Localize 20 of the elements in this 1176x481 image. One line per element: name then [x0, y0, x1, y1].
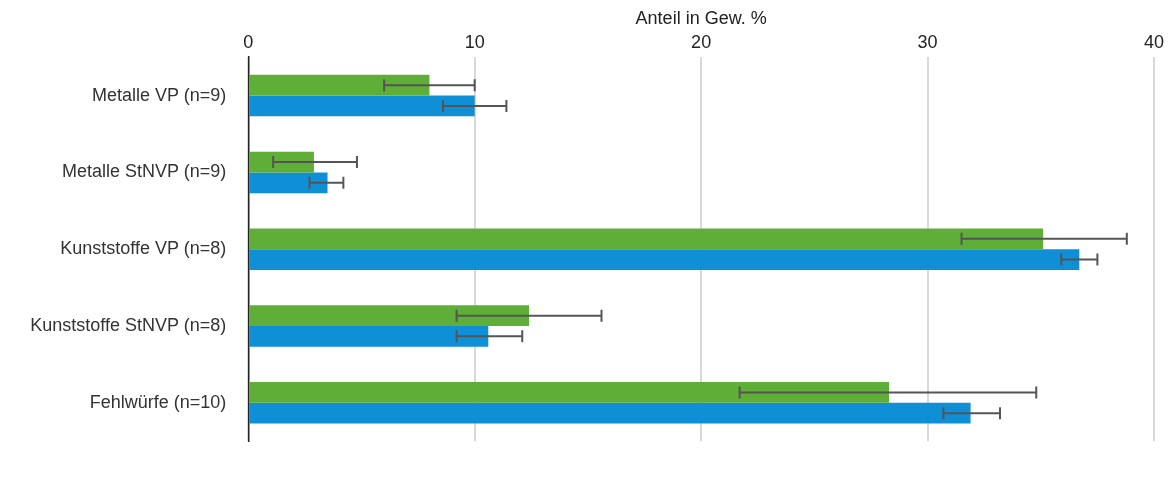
y-tick-label: Kunststoffe StNVP (n=8): [30, 314, 227, 335]
bar: [249, 402, 971, 424]
bar: [249, 74, 430, 96]
x-tick-label: 10: [464, 32, 485, 53]
bar: [249, 172, 328, 194]
y-tick-label: Kunststoffe VP (n=8): [60, 238, 227, 259]
bar: [249, 228, 1044, 250]
x-tick-label: 0: [243, 32, 254, 53]
x-tick-label: 40: [1143, 32, 1165, 53]
x-axis-title: Anteil in Gew. %: [635, 7, 767, 28]
bar: [249, 305, 530, 326]
y-tick-label: Fehlwürfe (n=10): [89, 391, 227, 412]
bar: [249, 249, 1080, 270]
x-tick-label: 30: [917, 32, 938, 53]
y-tick-label: Metalle StNVP (n=9): [62, 161, 227, 182]
bar: [249, 95, 475, 117]
y-tick-label: Metalle VP (n=9): [92, 84, 227, 105]
x-tick-label: 20: [691, 32, 712, 53]
bar: [249, 382, 890, 403]
bar: [249, 326, 489, 347]
